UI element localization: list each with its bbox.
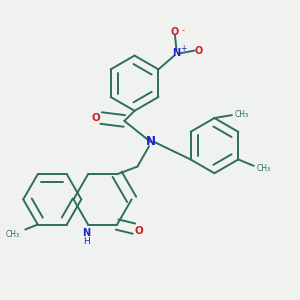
Text: +: + <box>181 44 187 53</box>
Text: H: H <box>83 237 90 246</box>
Text: N: N <box>82 228 91 238</box>
Text: CH₃: CH₃ <box>5 230 20 238</box>
Text: O: O <box>194 46 202 56</box>
Text: N: N <box>146 135 155 148</box>
Text: O: O <box>134 226 143 236</box>
Text: O: O <box>171 28 179 38</box>
Text: N: N <box>172 48 181 59</box>
Text: O: O <box>92 113 100 123</box>
Text: CH₃: CH₃ <box>256 164 271 173</box>
Text: CH₃: CH₃ <box>235 110 249 119</box>
Text: -: - <box>182 26 184 35</box>
